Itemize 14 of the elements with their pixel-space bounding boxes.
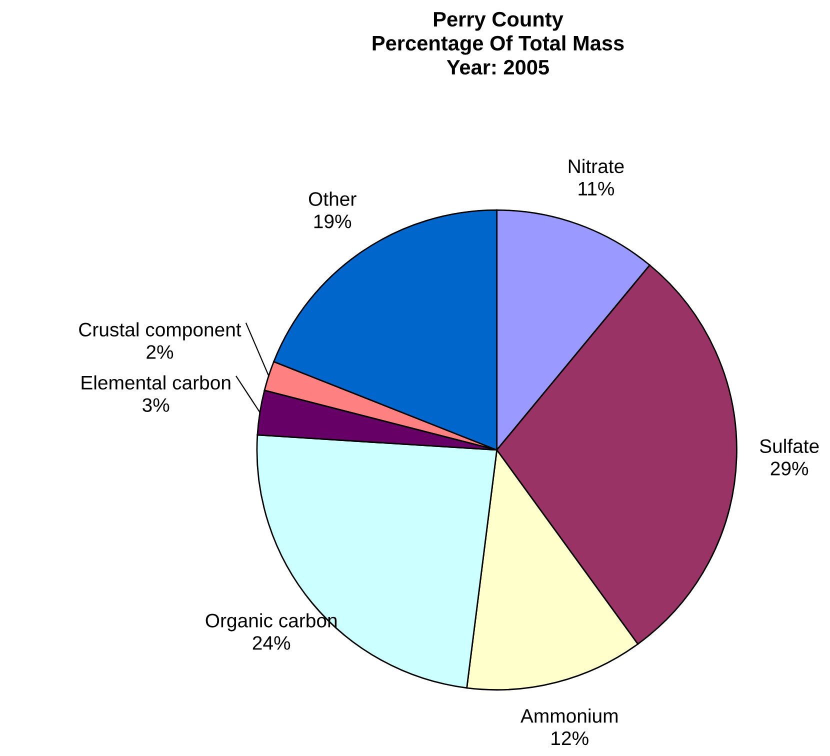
chart-title: Perry County Percentage Of Total Mass Year: 2005 (372, 12, 624, 75)
slice-label: Nitrate (568, 158, 624, 174)
data-label: 29% (770, 462, 808, 476)
slice-label: Ammonium (520, 708, 618, 723)
slice-label: Sulfate (760, 438, 819, 454)
slice-label: Crustal component (79, 322, 242, 340)
data-label: 12% (552, 731, 588, 746)
slice-label: Other (308, 192, 356, 206)
data-label: 3% (142, 398, 170, 412)
data-label: 11% (578, 182, 614, 196)
data-label: 24% (252, 636, 290, 650)
slice-label: Elemental carbon (82, 375, 230, 390)
data-label: 2% (146, 345, 174, 359)
data-label: 19% (314, 214, 352, 228)
